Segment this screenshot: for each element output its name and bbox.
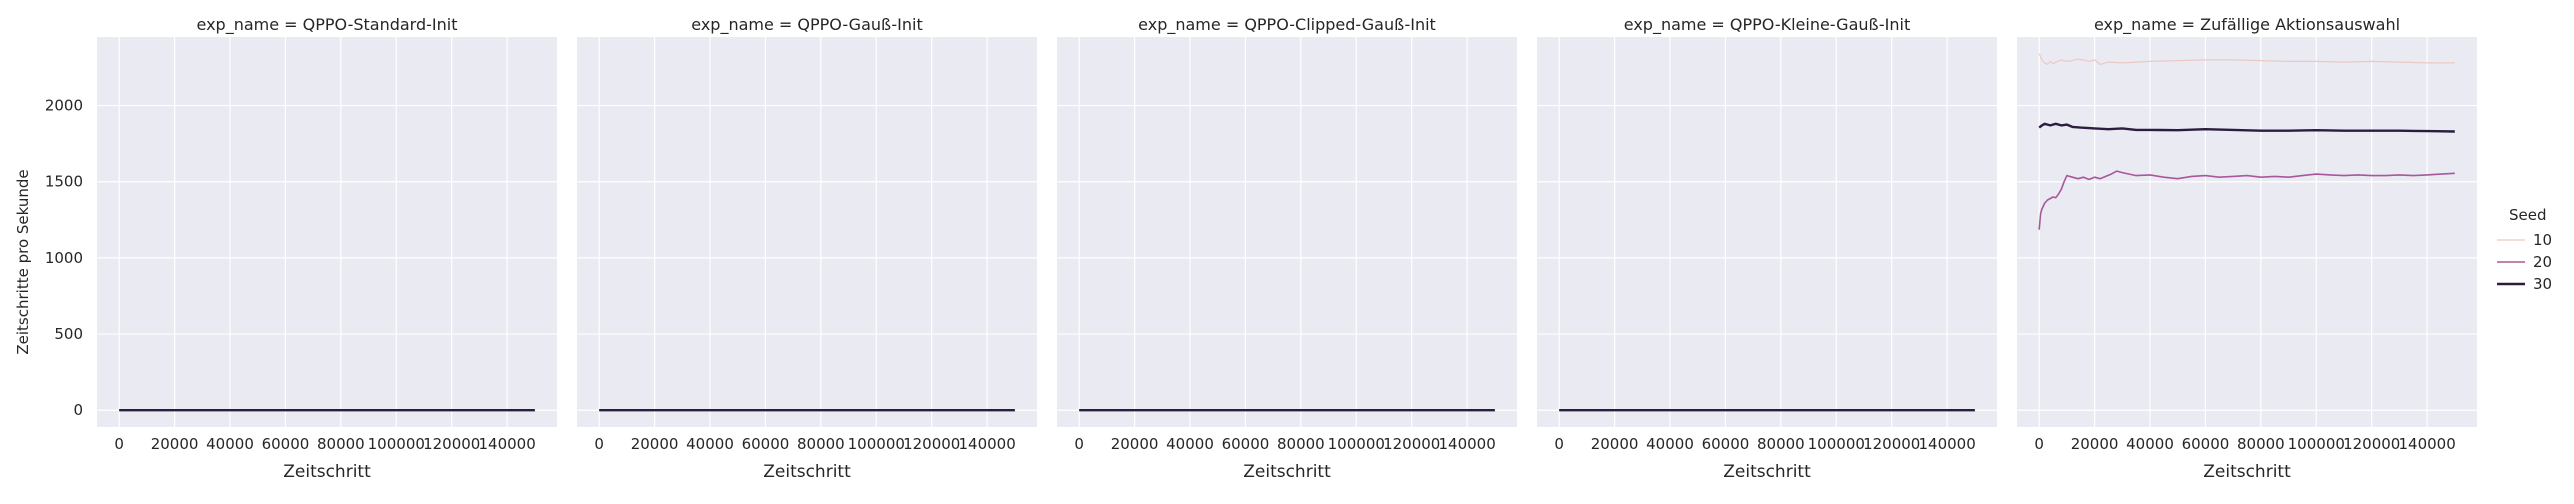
x-tick-label: 20000 xyxy=(1111,435,1159,453)
facet-panel-4: exp_name = QPPO-Kleine-Gauß-Init 0 20000 40… xyxy=(1537,15,1997,482)
x-tick-label: 140000 xyxy=(2398,435,2455,453)
facet-panel-3: exp_name = QPPO-Clipped-Gauß-Init 0 20000 4… xyxy=(1057,15,1517,482)
facet-title: exp_name = QPPO-Kleine-Gauß-Init xyxy=(1624,15,1910,35)
x-tick-label: 40000 xyxy=(1166,435,1214,453)
legend-label-seed-20: 20 xyxy=(2533,253,2552,271)
x-tick-label: 0 xyxy=(2034,435,2044,453)
legend-title: Seed xyxy=(2509,206,2547,224)
x-tick-label: 60000 xyxy=(742,435,790,453)
series-line-seed-30 xyxy=(2038,122,2455,133)
x-tick-label: 120000 xyxy=(903,435,960,453)
x-axis-label: Zeitschritt xyxy=(283,462,371,482)
facet-title: exp_name = QPPO-Clipped-Gauß-Init xyxy=(1138,15,1436,35)
x-axis-label: Zeitschritt xyxy=(1723,462,1811,482)
y-tick-label: 500 xyxy=(54,325,83,343)
x-tick-label: 0 xyxy=(1074,435,1084,453)
x-tick-label: 60000 xyxy=(262,435,310,453)
y-tick-label: 1500 xyxy=(45,173,83,191)
x-tick-label: 80000 xyxy=(1277,435,1325,453)
x-tick-label: 100000 xyxy=(1808,435,1865,453)
x-tick-label: 0 xyxy=(1554,435,1564,453)
y-tick-label: 0 xyxy=(73,401,83,419)
x-tick-label: 120000 xyxy=(423,435,480,453)
series-line-seed-20 xyxy=(2038,170,2455,230)
x-tick-label: 0 xyxy=(594,435,604,453)
panel-background xyxy=(1057,37,1517,427)
facet-title: exp_name = QPPO-Gauß-Init xyxy=(691,15,923,35)
x-tick-label: 100000 xyxy=(368,435,425,453)
x-tick-label: 80000 xyxy=(317,435,365,453)
legend-label-seed-30: 30 xyxy=(2533,275,2552,293)
x-tick-label: 20000 xyxy=(1591,435,1639,453)
x-tick-label: 140000 xyxy=(478,435,535,453)
panel-background xyxy=(97,37,557,427)
facet-panel-2: exp_name = QPPO-Gauß-Init 0 20000 40000 6000… xyxy=(577,15,1037,482)
x-tick-label: 20000 xyxy=(151,435,199,453)
legend: Seed 10 20 30 xyxy=(2497,206,2552,293)
facet-title: exp_name = QPPO-Standard-Init xyxy=(197,15,458,35)
facet-title: exp_name = Zufällige Aktionsauswahl xyxy=(2094,15,2400,35)
legend-entries: 10 20 30 xyxy=(2497,231,2552,293)
panel-background xyxy=(1537,37,1997,427)
x-tick-label: 60000 xyxy=(1702,435,1750,453)
x-tick-label: 40000 xyxy=(206,435,254,453)
x-tick-label: 140000 xyxy=(1918,435,1975,453)
x-tick-label: 80000 xyxy=(2237,435,2285,453)
y-tick-label: 2000 xyxy=(45,97,83,115)
y-tick-label: 1000 xyxy=(45,249,83,267)
x-tick-label: 40000 xyxy=(1646,435,1694,453)
x-tick-label: 20000 xyxy=(631,435,679,453)
x-tick-label: 80000 xyxy=(797,435,845,453)
x-tick-label: 120000 xyxy=(1863,435,1920,453)
x-tick-label: 80000 xyxy=(1757,435,1805,453)
x-tick-label: 100000 xyxy=(1328,435,1385,453)
x-tick-label: 0 xyxy=(114,435,124,453)
series-line-seed-10 xyxy=(2038,53,2455,66)
x-tick-label: 20000 xyxy=(2071,435,2119,453)
x-tick-label: 40000 xyxy=(686,435,734,453)
x-tick-label: 40000 xyxy=(2126,435,2174,453)
x-tick-label: 140000 xyxy=(1438,435,1495,453)
y-axis-label: Zeitschritte pro Sekunde xyxy=(14,169,32,354)
x-tick-label: 60000 xyxy=(2182,435,2230,453)
x-axis-label: Zeitschritt xyxy=(1243,462,1331,482)
x-axis-label: Zeitschritt xyxy=(2203,462,2291,482)
facet-panel-5: exp_name = Zufällige Aktionsauswahl 0 2000… xyxy=(2017,15,2477,482)
x-axis-label: Zeitschritt xyxy=(763,462,851,482)
x-tick-label: 100000 xyxy=(848,435,905,453)
x-tick-label: 140000 xyxy=(958,435,1015,453)
x-tick-label: 120000 xyxy=(1383,435,1440,453)
x-tick-label: 120000 xyxy=(2343,435,2400,453)
x-tick-label: 60000 xyxy=(1222,435,1270,453)
x-tick-label: 100000 xyxy=(2288,435,2345,453)
panel-background xyxy=(2017,37,2477,427)
panel-background xyxy=(577,37,1037,427)
legend-label-seed-10: 10 xyxy=(2533,231,2552,249)
